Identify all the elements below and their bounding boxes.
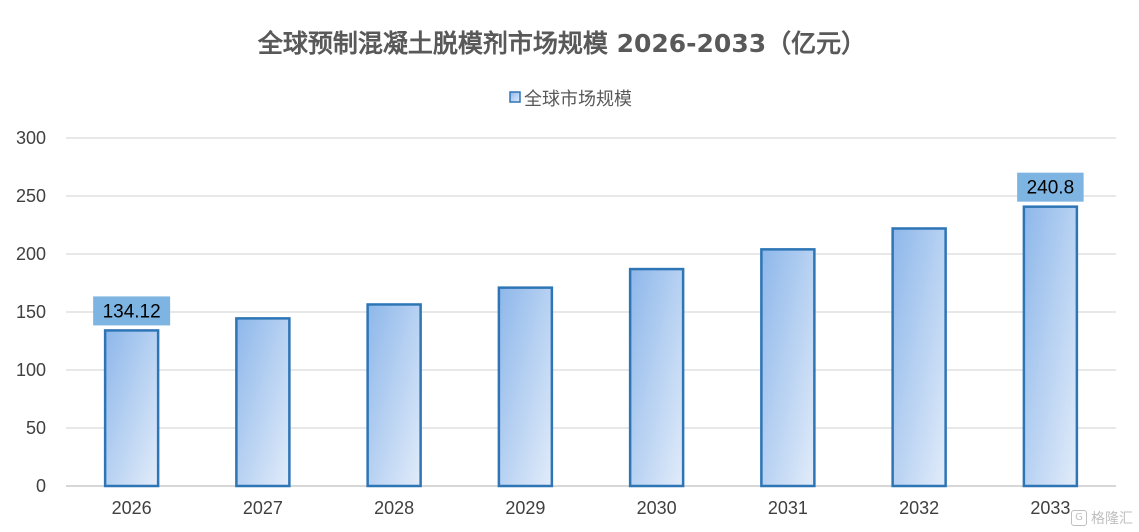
- y-tick-label: 100: [16, 360, 46, 380]
- y-tick-label: 0: [36, 476, 46, 496]
- x-tick-label: 2029: [505, 498, 545, 518]
- y-tick-label: 250: [16, 186, 46, 206]
- x-tick-label: 2032: [899, 498, 939, 518]
- bar: [366, 303, 422, 488]
- bar: [891, 227, 947, 488]
- bar: [497, 286, 554, 488]
- legend-swatch: [509, 91, 521, 103]
- x-tick-label: 2027: [243, 498, 283, 518]
- bar: [235, 317, 291, 488]
- legend: 全球市场规模: [509, 89, 632, 110]
- data-labels: 134.12 240.8: [93, 172, 1084, 326]
- watermark: G 格隆汇: [1071, 508, 1133, 528]
- watermark-text: 格隆汇: [1091, 511, 1133, 527]
- data-label: 240.8: [1017, 172, 1084, 202]
- watermark-logo-icon: G: [1071, 510, 1087, 526]
- y-tick-label: 300: [16, 128, 46, 148]
- y-tick-label: 200: [16, 244, 46, 264]
- x-axis: 2026 2027 2028 2029 2030 2031 2032 2033: [112, 498, 1071, 518]
- bar: [1022, 205, 1079, 488]
- grid: [66, 137, 1116, 487]
- y-tick-label: 150: [16, 302, 46, 322]
- data-label-text: 240.8: [1027, 178, 1075, 199]
- data-label-text: 134.12: [103, 301, 161, 322]
- y-tick-label: 50: [26, 418, 46, 438]
- legend-label: 全球市场规模: [524, 89, 632, 110]
- y-axis: 0 50 100 150 200 250 300: [16, 128, 46, 496]
- data-label: 134.12: [93, 296, 171, 326]
- bars: [103, 205, 1079, 488]
- x-tick-label: 2033: [1030, 498, 1070, 518]
- bar: [628, 267, 685, 488]
- bar: [760, 248, 816, 488]
- bar: [103, 329, 160, 488]
- x-tick-label: 2030: [637, 498, 677, 518]
- x-tick-label: 2031: [768, 498, 808, 518]
- x-tick-label: 2026: [112, 498, 152, 518]
- chart-title: 全球预制混凝土脱模剂市场规模 2026-2033（亿元）: [257, 29, 866, 58]
- data-label-background: [1017, 172, 1084, 202]
- x-tick-label: 2028: [374, 498, 414, 518]
- data-label-background: [93, 296, 171, 326]
